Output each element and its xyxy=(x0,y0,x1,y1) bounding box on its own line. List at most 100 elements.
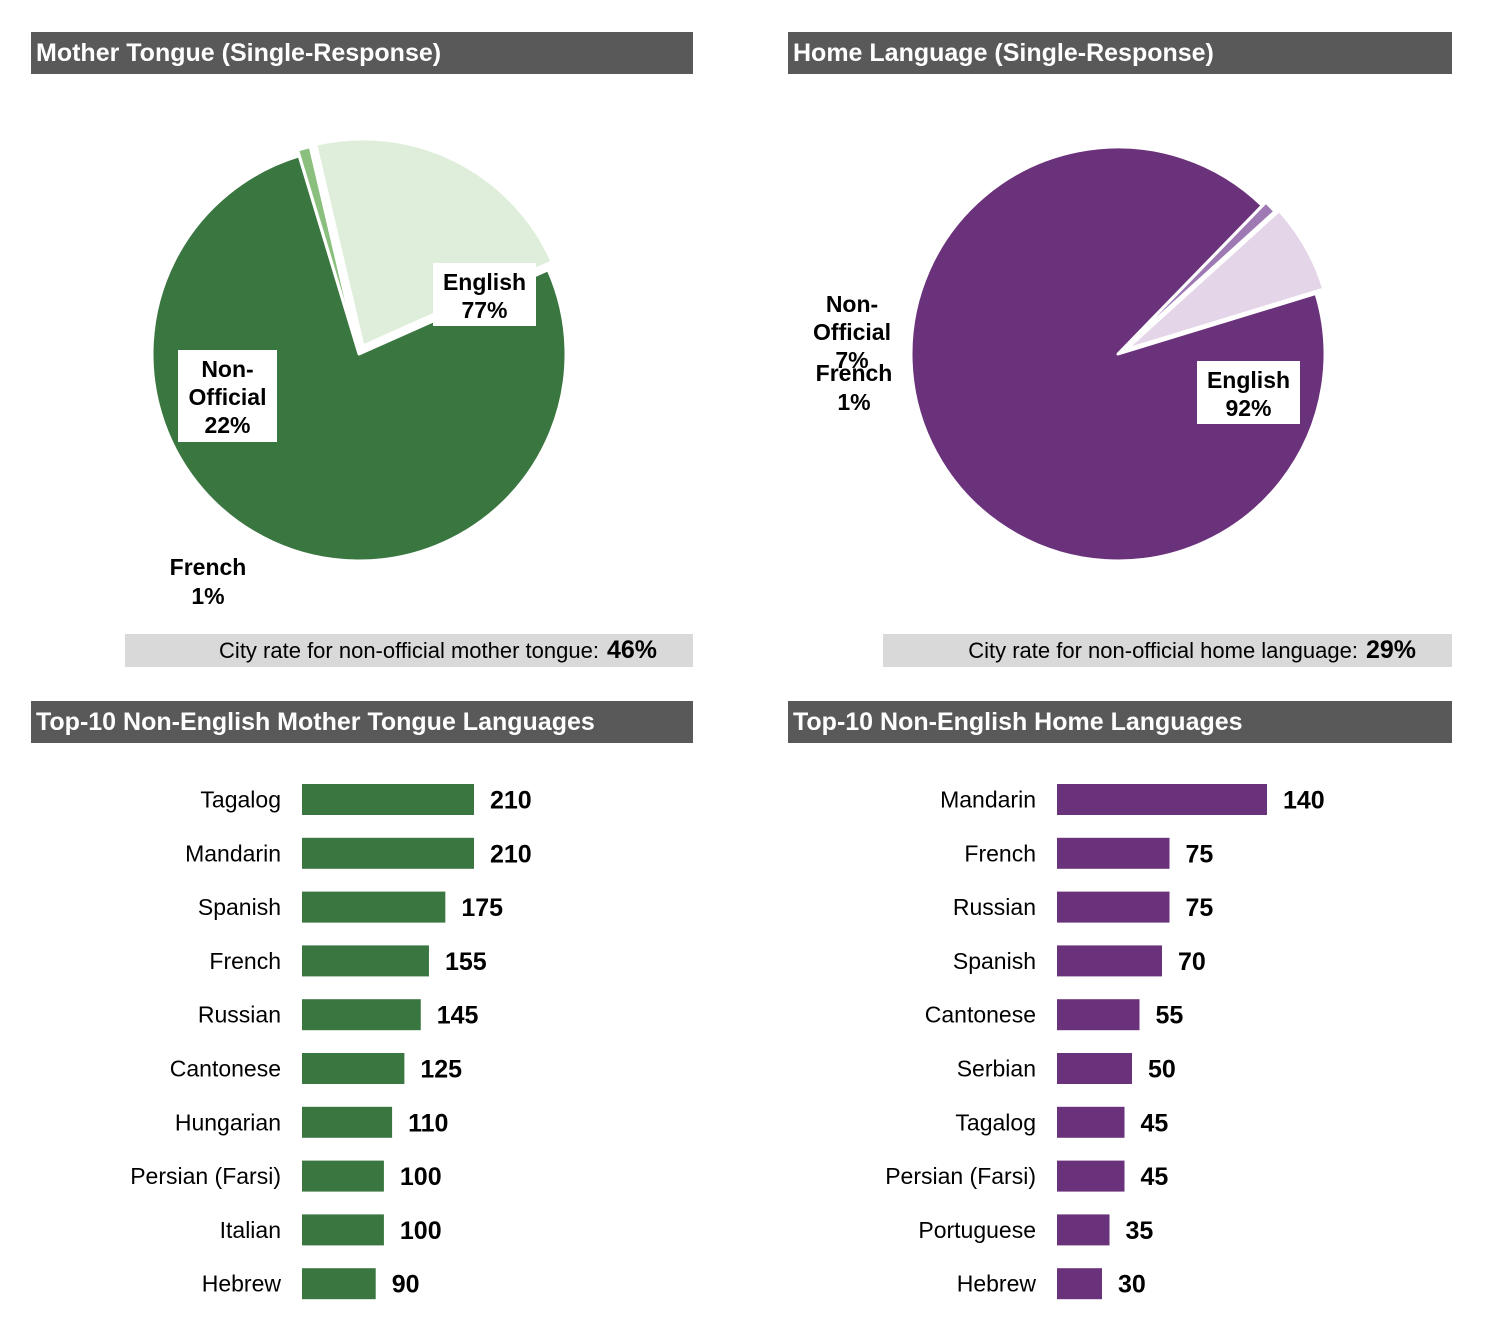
mother-tongue-bar-italian xyxy=(302,1214,384,1246)
mother-tongue-bar-value-mandarin: 210 xyxy=(490,840,532,868)
mother-tongue-bar-label-tagalog: Tagalog xyxy=(200,787,281,813)
home-language-label-french: French 1% xyxy=(816,360,893,415)
mother-tongue-bar-value-hungarian: 110 xyxy=(408,1109,448,1137)
home-language-rate: City rate for non-official home language… xyxy=(883,634,1452,667)
mother-tongue-bar-label-russian: Russian xyxy=(198,1002,281,1028)
mother-tongue-bar-label-italian: Italian xyxy=(220,1217,281,1243)
mother-tongue-label-box-non-official xyxy=(178,350,277,442)
mother-tongue-bar-tagalog xyxy=(302,784,474,815)
mother-tongue-label-french: French 1% xyxy=(170,554,247,609)
mother-tongue-bar-value-cantonese: 125 xyxy=(420,1056,462,1084)
home-language-name-non-official: Non- xyxy=(826,291,878,317)
mother-tongue-bar-label-cantonese: Cantonese xyxy=(170,1056,281,1082)
home-language-bar-russian xyxy=(1057,891,1170,923)
mother-tongue-bar-value-russian: 145 xyxy=(437,1002,479,1030)
home-language-rate-value: 29% xyxy=(1365,636,1416,664)
home-language-slice-french xyxy=(1120,200,1277,353)
mother-tongue-bar-value-italian: 100 xyxy=(400,1217,442,1245)
mother-tongue-bar-label-hungarian: Hungarian xyxy=(175,1109,281,1135)
home-language-bar-value-spanish: 70 xyxy=(1178,948,1206,976)
home-language-bar-label-tagalog: Tagalog xyxy=(955,1109,1036,1135)
home-language-slice-english xyxy=(909,145,1327,563)
home-language-pie-header: Home Language (Single-Response) xyxy=(788,32,1452,74)
home-language-bar-label-french: French xyxy=(964,840,1036,866)
mother-tongue-rate: City rate for non-official mother tongue… xyxy=(125,634,693,667)
home-language-bar-label-serbian: Serbian xyxy=(957,1056,1036,1082)
mother-tongue-bar-label-spanish: Spanish xyxy=(198,894,281,920)
home-language-bar-french xyxy=(1057,837,1170,869)
home-language-slice-non-official xyxy=(1124,209,1326,352)
home-language-bar-label-persian-farsi: Persian (Farsi) xyxy=(885,1163,1036,1189)
home-language-bar-cantonese xyxy=(1057,999,1140,1031)
home-language-bar-tagalog xyxy=(1057,1106,1125,1138)
home-language-bar-value-mandarin: 140 xyxy=(1283,787,1325,815)
mother-tongue-bar-value-french: 155 xyxy=(445,948,487,976)
home-language-bar-label-cantonese: Cantonese xyxy=(925,1002,1036,1028)
home-language-bar-value-serbian: 50 xyxy=(1148,1056,1176,1084)
mother-tongue-bar-hungarian xyxy=(302,1106,393,1138)
home-language-bar-value-russian: 75 xyxy=(1186,894,1214,922)
mother-tongue-bar-value-tagalog: 210 xyxy=(490,787,532,815)
mother-tongue-name-non-official: Official xyxy=(189,384,267,410)
mother-tongue-pct-non-official: 22% xyxy=(204,412,250,438)
mother-tongue-pct-french: 1% xyxy=(191,583,224,609)
mother-tongue-bar-hebrew xyxy=(302,1268,376,1300)
mother-tongue-bar-label-persian-farsi: Persian (Farsi) xyxy=(130,1163,281,1189)
home-language-bar-value-french: 75 xyxy=(1186,840,1214,868)
home-language-bar-value-portuguese: 35 xyxy=(1126,1217,1154,1245)
home-language-bar-mandarin xyxy=(1057,784,1267,815)
mother-tongue-bar-value-hebrew: 90 xyxy=(392,1271,420,1299)
home-language-pct-non-official: 7% xyxy=(835,347,868,373)
mother-tongue-name-french: French xyxy=(170,554,247,580)
mother-tongue-slice-non-official xyxy=(314,137,554,348)
mother-tongue-slice-english xyxy=(150,154,568,563)
home-language-bar-label-mandarin: Mandarin xyxy=(940,787,1036,813)
home-language-bar-value-cantonese: 55 xyxy=(1156,1002,1184,1030)
mother-tongue-rate-label: City rate for non-official mother tongue… xyxy=(219,638,599,663)
home-language-name-french: French xyxy=(816,360,893,386)
mother-tongue-bar-spanish xyxy=(302,891,446,923)
mother-tongue-label-box-english xyxy=(433,263,536,326)
home-language-name-english: English xyxy=(1207,367,1290,393)
mother-tongue-bar-russian xyxy=(302,999,421,1031)
mother-tongue-slice-french xyxy=(296,145,359,350)
home-language-pct-english: 92% xyxy=(1225,395,1271,421)
mother-tongue-bar-mandarin xyxy=(302,837,474,869)
home-language-label-box-english xyxy=(1197,361,1300,424)
home-language-bar-label-russian: Russian xyxy=(953,894,1036,920)
mother-tongue-pie-header: Mother Tongue (Single-Response) xyxy=(31,32,693,74)
mother-tongue-pct-english: 77% xyxy=(461,297,507,323)
home-language-bar-label-portuguese: Portuguese xyxy=(918,1217,1036,1243)
home-language-bar-serbian xyxy=(1057,1053,1132,1084)
mother-tongue-bar-persian-farsi xyxy=(302,1160,384,1192)
home-language-bar-value-hebrew: 30 xyxy=(1118,1271,1146,1299)
mother-tongue-name-non-official: Non- xyxy=(201,356,253,382)
mother-tongue-bar-label-french: French xyxy=(209,948,281,974)
home-language-bar-label-spanish: Spanish xyxy=(953,948,1036,974)
home-language-pct-french: 1% xyxy=(837,389,870,415)
mother-tongue-bar-label-mandarin: Mandarin xyxy=(185,840,281,866)
mother-tongue-bar-value-persian-farsi: 100 xyxy=(400,1163,442,1191)
home-language-bar-header: Top-10 Non-English Home Languages xyxy=(788,701,1452,743)
mother-tongue-name-english: English xyxy=(443,269,526,295)
home-language-bar-value-tagalog: 45 xyxy=(1141,1109,1169,1137)
home-language-name-non-official: Official xyxy=(813,319,891,345)
home-language-bar-value-persian-farsi: 45 xyxy=(1141,1163,1169,1191)
home-language-rate-label: City rate for non-official home language… xyxy=(968,638,1358,663)
mother-tongue-bar-chart: Tagalog 210 Mandarin 210 Spanish 175 French 155… xyxy=(130,784,532,1300)
mother-tongue-bar-value-spanish: 175 xyxy=(461,894,503,922)
home-language-bar-hebrew xyxy=(1057,1268,1102,1300)
home-language-bar-label-hebrew: Hebrew xyxy=(957,1271,1037,1297)
mother-tongue-bar-header: Top-10 Non-English Mother Tongue Languag… xyxy=(31,701,693,743)
mother-tongue-bar-label-hebrew: Hebrew xyxy=(202,1271,282,1297)
mother-tongue-rate-value: 46% xyxy=(606,636,657,664)
home-language-bar-chart: Mandarin 140 French 75 Russian 75 Spanish 70 Can… xyxy=(885,784,1325,1300)
mother-tongue-bar-french xyxy=(302,945,429,977)
